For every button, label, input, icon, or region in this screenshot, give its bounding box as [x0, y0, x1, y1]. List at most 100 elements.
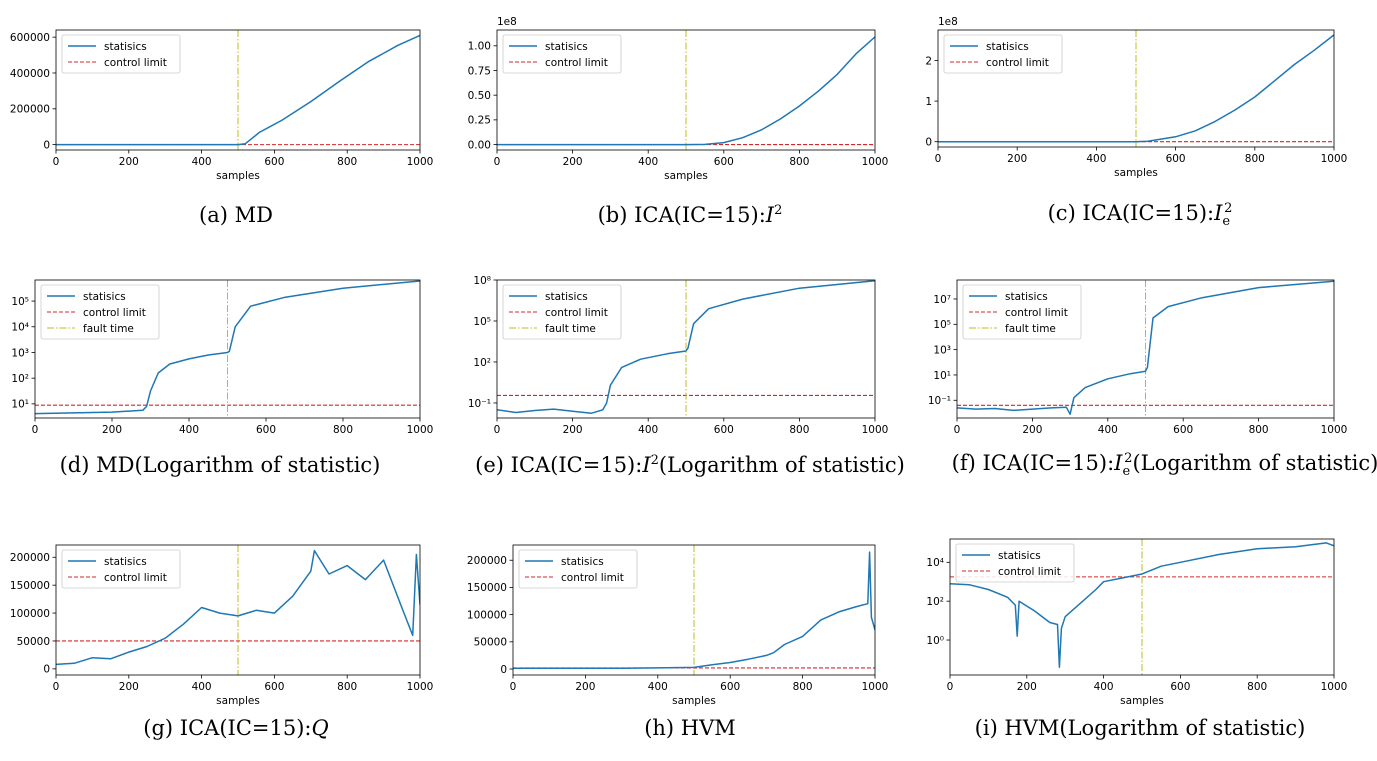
chart-svg-d: 0 200 400 600 800 1000 10¹ 10² 10³ 10⁴ 10⁵ statisic… [11, 279, 433, 436]
chart-svg-a: 0 200 400 600 800 1000 0 200000 400000 600000 samp… [10, 29, 433, 182]
chart-panel-f: 0 200 400 600 800 1000 10⁻¹ 10¹ 10³ 10⁵ 10⁷ statisi… [897, 260, 1347, 458]
y-tick-label: 200000 [10, 104, 50, 116]
x-tick-label: 800 [337, 156, 357, 168]
axes-frame [956, 279, 1335, 419]
caption-g: (g) ICA(IC=15):Q [143, 716, 329, 740]
y-tick-label: 100000 [10, 608, 50, 620]
y-tick-label: 200000 [10, 552, 50, 564]
legend: statisics control limit [955, 543, 1075, 583]
caption-d: (d) MD(Logarithm of statistic) [59, 453, 381, 477]
x-tick-label: 600 [714, 156, 734, 168]
legend-label-0: statisics [83, 291, 126, 303]
plot-content [497, 30, 875, 150]
x-tick-label: 1000 [407, 681, 434, 693]
legend-label-0: statisics [1005, 291, 1048, 303]
y-tick-label: 2 [925, 55, 932, 67]
x-tick-label: 400 [638, 156, 658, 168]
axes-frame [496, 29, 876, 151]
caption-h: (h) HVM [644, 716, 736, 740]
y-tick-label: 10² [11, 373, 29, 385]
y-tick-label: 600000 [10, 32, 50, 44]
y-tick-label: 0.75 [468, 65, 491, 77]
y-tick-label: 10⁵ [473, 316, 491, 328]
plot-area: 0 200 400 600 800 1000 10¹ 10² 10³ 10⁴ 10⁵ statisic… [11, 279, 433, 436]
legend: statisics control limit [61, 34, 181, 74]
x-axis-label: samples [1114, 167, 1158, 179]
x-axis-label: samples [216, 170, 260, 182]
y-tick-label: 50000 [17, 636, 50, 648]
x-tick-label: 800 [789, 156, 809, 168]
legend: statisics control limit [502, 34, 622, 74]
legend-label-1: control limit [545, 57, 608, 69]
chart-svg-f: 0 200 400 600 800 1000 10⁻¹ 10¹ 10³ 10⁵ 10⁷ statisi… [928, 279, 1347, 436]
x-axis-label: samples [664, 170, 708, 182]
chart-panel-h: 0 200 400 600 800 1000 0 50000 100000 150000 20000… [453, 525, 889, 715]
y-tick-label: 0 [500, 664, 507, 676]
legend-label-1: control limit [104, 57, 167, 69]
x-tick-label: 200 [119, 156, 139, 168]
caption-a: (a) MD [199, 203, 273, 227]
legend-label-1: control limit [104, 572, 167, 584]
legend: statisics control limit [61, 549, 181, 589]
x-tick-label: 800 [1249, 424, 1269, 436]
x-tick-label: 800 [1247, 681, 1267, 693]
x-tick-label: 800 [789, 424, 809, 436]
x-tick-label: 200 [563, 424, 583, 436]
y-tick-label: 10¹ [11, 399, 29, 411]
y-tick-label: 10⁰ [926, 635, 944, 647]
plot-content [56, 30, 420, 150]
plot-area: 0 200 400 600 800 1000 10⁰ 10² 10⁴ samples statisi… [926, 538, 1347, 707]
x-tick-label: 200 [1017, 681, 1037, 693]
x-tick-label: 600 [264, 156, 284, 168]
legend-box [943, 34, 1063, 74]
plot-content [957, 280, 1334, 418]
x-tick-label: 200 [119, 681, 139, 693]
legend-label-0: statisics [561, 556, 604, 568]
x-tick-label: 0 [954, 424, 961, 436]
legend-label-2: fault time [83, 323, 134, 335]
x-tick-label: 400 [1098, 424, 1118, 436]
x-tick-label: 0 [53, 681, 60, 693]
x-tick-label: 0 [510, 681, 517, 693]
legend-box [40, 284, 160, 340]
x-tick-label: 600 [1166, 153, 1186, 165]
y-tick-label: 50000 [474, 637, 507, 649]
x-tick-label: 400 [648, 681, 668, 693]
axes-frame [55, 544, 421, 676]
y-tick-label: 400000 [10, 68, 50, 80]
x-tick-label: 1000 [862, 424, 889, 436]
axes-frame [512, 544, 876, 676]
caption-e: (e) ICA(IC=15):I2(Logarithm of statistic… [475, 453, 905, 477]
x-tick-label: 1000 [1321, 424, 1348, 436]
y-tick-label: 10⁸ [473, 275, 491, 287]
x-axis-label: samples [216, 695, 260, 707]
y-tick-label: 0 [925, 137, 932, 149]
plot-area: 0 200 400 600 800 1000 0 1 2 1e8 samples statisics c… [925, 16, 1347, 179]
chart-panel-e: 0 200 400 600 800 1000 10⁻¹ 10² 10⁵ 10⁸ statisics c… [437, 260, 888, 458]
axes-frame [949, 538, 1335, 676]
x-tick-label: 0 [53, 156, 60, 168]
caption-f: (f) ICA(IC=15):Ie2(Logarithm of statisti… [951, 450, 1377, 480]
legend-box [502, 34, 622, 74]
legend: statisics control limit [943, 34, 1063, 74]
y-tick-label: 0.50 [468, 90, 491, 102]
caption-c: (c) ICA(IC=15):Ie2 [1047, 200, 1233, 230]
x-tick-label: 400 [179, 424, 199, 436]
legend-label-1: control limit [998, 566, 1061, 578]
plot-content [497, 280, 875, 418]
x-tick-label: 1000 [862, 681, 889, 693]
axes-frame [34, 279, 421, 419]
x-tick-label: 0 [494, 424, 501, 436]
plot-area: 0 200 400 600 800 1000 0 50000 100000 150000 20000… [467, 544, 889, 707]
chart-svg-i: 0 200 400 600 800 1000 10⁰ 10² 10⁴ samples statisi… [926, 538, 1347, 707]
y-tick-label: 10² [473, 357, 491, 369]
y-offset-label: 1e8 [938, 16, 958, 28]
legend-box [61, 34, 181, 74]
y-tick-label: 10³ [933, 344, 951, 356]
x-tick-label: 200 [575, 681, 595, 693]
x-tick-label: 0 [494, 156, 501, 168]
x-tick-label: 0 [935, 153, 942, 165]
plot-area: 0 200 400 600 800 1000 10⁻¹ 10² 10⁵ 10⁸ statisics c… [468, 275, 888, 436]
y-tick-label: 10³ [11, 347, 29, 359]
x-tick-label: 800 [333, 424, 353, 436]
